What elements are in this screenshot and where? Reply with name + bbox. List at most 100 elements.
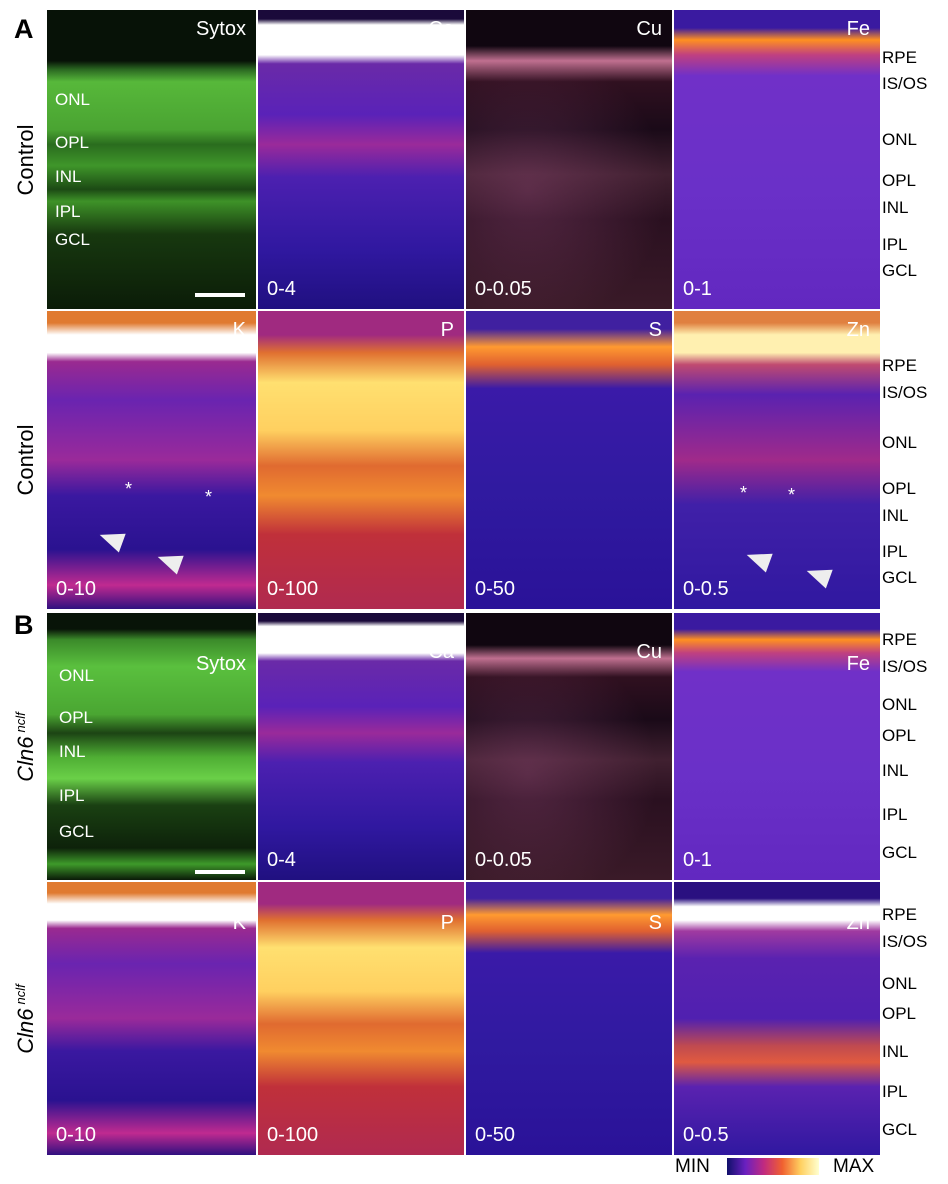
- arrowhead-marker: [154, 547, 184, 575]
- layer-label: IPL: [882, 1082, 908, 1101]
- layer-label: RPE: [882, 630, 917, 649]
- condition-label: Control: [13, 424, 38, 496]
- map-panel: K 0-10: [47, 882, 256, 1155]
- range-label: 0-0.05: [475, 849, 532, 871]
- layer-label: RPE: [882, 356, 917, 375]
- range-label: 0-50: [475, 578, 516, 600]
- colorbar: [727, 1158, 819, 1175]
- map-panel: Cu 0-0.05: [466, 613, 672, 880]
- range-label: 0-1: [683, 849, 712, 871]
- range-label: 0-0.5: [683, 1124, 729, 1146]
- element-label: Sytox: [195, 653, 246, 675]
- map-panel: Zn 0-0.5: [674, 882, 880, 1155]
- layer-label: ONL: [882, 130, 917, 149]
- map-panel: Fe 0-1: [674, 10, 880, 309]
- map-panel: Sytox ONL OPL INL IPL GCL: [47, 10, 256, 309]
- layer-label: INL: [882, 761, 909, 780]
- range-label: 0-0.05: [475, 278, 532, 300]
- element-label: Cu: [636, 18, 662, 40]
- map-panel: K 0-10 * *: [47, 311, 256, 609]
- asterisk-marker: *: [205, 487, 213, 507]
- layer-label: ONL: [882, 974, 917, 993]
- condition-label: Control: [13, 124, 38, 195]
- layer-label: IPL: [882, 542, 908, 561]
- map-panel: P 0-100: [258, 311, 464, 609]
- range-label: 0-10: [56, 1124, 97, 1146]
- layer-label: GCL: [882, 261, 917, 280]
- element-label: Zn: [846, 912, 870, 934]
- condition-superscript: nclf: [12, 983, 28, 1004]
- tissue-layer-label: GCL: [59, 822, 94, 841]
- layer-label: IPL: [882, 805, 908, 824]
- element-label: Fe: [846, 653, 870, 675]
- layer-label: GCL: [882, 843, 917, 862]
- tissue-layer-label: IPL: [59, 786, 85, 805]
- range-label: 0-4: [267, 278, 296, 300]
- range-label: 0-100: [267, 1124, 319, 1146]
- layer-label: GCL: [882, 568, 917, 587]
- layer-label: ONL: [882, 695, 917, 714]
- map-panel: S 0-50: [466, 311, 672, 609]
- map-panel: P 0-100: [258, 882, 464, 1155]
- map-panel: Ca 0-4: [258, 10, 464, 309]
- element-label: K: [232, 319, 246, 341]
- tissue-layer-label: IPL: [55, 202, 81, 221]
- range-label: 0-10: [56, 578, 97, 600]
- element-label: Sytox: [195, 18, 246, 40]
- tissue-layer-label: GCL: [55, 230, 90, 249]
- layer-label: IS/OS: [882, 657, 928, 676]
- colorbar-max: MAX: [833, 1156, 875, 1177]
- map-panel: Zn 0-0.5 * *: [674, 311, 880, 609]
- map-panel: S 0-50: [466, 882, 672, 1155]
- tissue-layer-label: OPL: [59, 708, 94, 727]
- asterisk-marker: *: [740, 483, 748, 503]
- layer-label: IS/OS: [882, 74, 928, 93]
- element-label: Zn: [846, 319, 870, 341]
- element-label: K: [232, 912, 246, 934]
- scale-bar: [195, 870, 245, 874]
- element-label: P: [440, 319, 454, 341]
- layer-label: INL: [882, 1042, 909, 1061]
- layer-label: RPE: [882, 905, 917, 924]
- map-panel: Cu 0-0.05: [466, 10, 672, 309]
- range-label: 0-100: [267, 578, 319, 600]
- colorbar-min: MIN: [675, 1156, 710, 1177]
- layer-label: GCL: [882, 1120, 917, 1139]
- layer-label: IS/OS: [882, 932, 928, 951]
- layer-label: OPL: [882, 479, 917, 498]
- panel-label: A: [14, 14, 34, 44]
- arrowhead-marker: [743, 545, 773, 573]
- condition-label: Cln6nclf: [12, 983, 39, 1054]
- scale-bar: [195, 293, 245, 297]
- map-panel: Fe 0-1: [674, 613, 880, 880]
- range-label: 0-0.5: [683, 578, 729, 600]
- arrowhead-marker: [803, 561, 833, 589]
- range-label: 0-1: [683, 278, 712, 300]
- element-label: Ca: [428, 18, 454, 40]
- layer-label: INL: [882, 506, 909, 525]
- tissue-layer-label: ONL: [59, 666, 94, 685]
- layer-label: ONL: [882, 433, 917, 452]
- condition-label: Cln6nclf: [12, 711, 39, 782]
- layer-label: OPL: [882, 1004, 917, 1023]
- layer-label: OPL: [882, 171, 917, 190]
- range-label: 0-4: [267, 849, 296, 871]
- panel-label: B: [14, 610, 34, 640]
- tissue-layer-label: OPL: [55, 133, 90, 152]
- condition-superscript: nclf: [12, 711, 28, 732]
- tissue-layer-label: INL: [55, 167, 82, 186]
- element-label: Ca: [428, 641, 454, 663]
- layer-label: IS/OS: [882, 383, 928, 402]
- tissue-layer-label: INL: [59, 742, 86, 761]
- range-label: 0-50: [475, 1124, 516, 1146]
- map-panel: Ca 0-4: [258, 613, 464, 880]
- asterisk-marker: *: [125, 479, 133, 499]
- element-label: S: [648, 912, 662, 934]
- tissue-layer-label: ONL: [55, 90, 90, 109]
- layer-label: RPE: [882, 48, 917, 67]
- arrowhead-marker: [96, 525, 126, 553]
- element-label: Cu: [636, 641, 662, 663]
- layer-label: INL: [882, 198, 909, 217]
- element-label: Fe: [846, 18, 870, 40]
